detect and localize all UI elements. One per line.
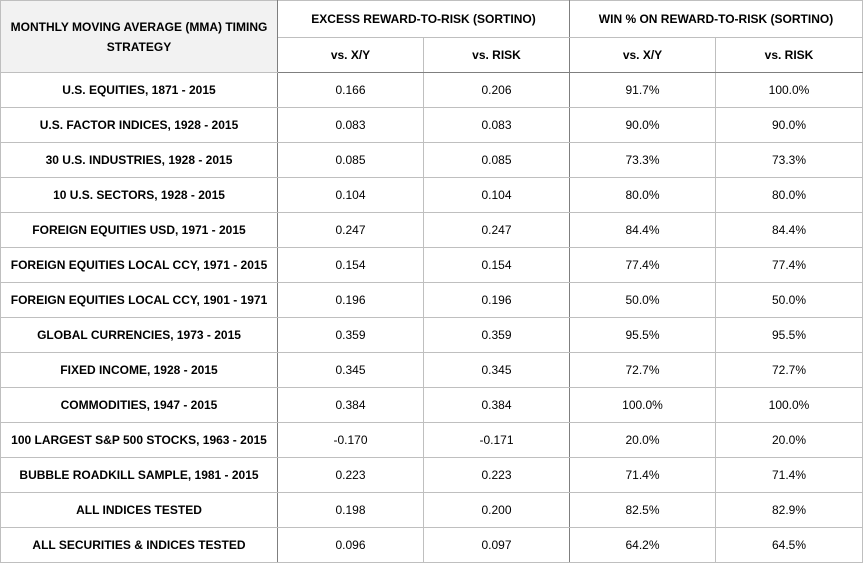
win-vs-risk-cell: 72.7%: [715, 352, 863, 388]
excess-vs-xy-cell: 0.384: [277, 387, 424, 423]
win-vs-xy-cell: 64.2%: [569, 527, 716, 563]
excess-vs-risk-cell: 0.097: [423, 527, 570, 563]
win-vs-xy-cell: 50.0%: [569, 282, 716, 318]
excess-reward-group-header: EXCESS REWARD-TO-RISK (SORTINO): [277, 0, 570, 38]
win-vs-risk-header: vs. RISK: [715, 37, 863, 73]
win-vs-risk-cell: 90.0%: [715, 107, 863, 143]
excess-vs-risk-cell: 0.345: [423, 352, 570, 388]
excess-vs-risk-cell: 0.206: [423, 72, 570, 108]
table-row: 100 LARGEST S&P 500 STOCKS, 1963 - 2015 …: [0, 422, 863, 458]
excess-vs-xy-cell: 0.345: [277, 352, 424, 388]
table-row: FOREIGN EQUITIES LOCAL CCY, 1901 - 1971 …: [0, 282, 863, 318]
table-row: U.S. FACTOR INDICES, 1928 - 2015 0.083 0…: [0, 107, 863, 143]
excess-vs-xy-cell: 0.096: [277, 527, 424, 563]
excess-vs-risk-cell: 0.200: [423, 492, 570, 528]
excess-vs-xy-cell: 0.085: [277, 142, 424, 178]
row-label: FOREIGN EQUITIES LOCAL CCY, 1971 - 2015: [0, 247, 278, 283]
win-vs-xy-cell: 72.7%: [569, 352, 716, 388]
excess-vs-xy-header: vs. X/Y: [277, 37, 424, 73]
excess-vs-risk-cell: -0.171: [423, 422, 570, 458]
excess-vs-xy-cell: 0.083: [277, 107, 424, 143]
excess-vs-risk-cell: 0.223: [423, 457, 570, 493]
excess-vs-risk-cell: 0.359: [423, 317, 570, 353]
excess-vs-xy-cell: 0.247: [277, 212, 424, 248]
excess-vs-xy-cell: 0.154: [277, 247, 424, 283]
excess-vs-risk-header: vs. RISK: [423, 37, 570, 73]
table-row: FIXED INCOME, 1928 - 2015 0.345 0.345 72…: [0, 352, 863, 388]
win-vs-xy-cell: 80.0%: [569, 177, 716, 213]
excess-vs-risk-cell: 0.196: [423, 282, 570, 318]
table-row: 30 U.S. INDUSTRIES, 1928 - 2015 0.085 0.…: [0, 142, 863, 178]
excess-vs-risk-cell: 0.154: [423, 247, 570, 283]
win-vs-xy-cell: 90.0%: [569, 107, 716, 143]
row-label: BUBBLE ROADKILL SAMPLE, 1981 - 2015: [0, 457, 278, 493]
excess-vs-risk-cell: 0.384: [423, 387, 570, 423]
table-row: ALL INDICES TESTED 0.198 0.200 82.5% 82.…: [0, 492, 863, 528]
win-vs-risk-cell: 100.0%: [715, 387, 863, 423]
win-vs-xy-header: vs. X/Y: [569, 37, 716, 73]
excess-vs-risk-cell: 0.083: [423, 107, 570, 143]
win-vs-xy-cell: 20.0%: [569, 422, 716, 458]
table-row: BUBBLE ROADKILL SAMPLE, 1981 - 2015 0.22…: [0, 457, 863, 493]
win-vs-risk-cell: 77.4%: [715, 247, 863, 283]
row-label: COMMODITIES, 1947 - 2015: [0, 387, 278, 423]
table-row: U.S. EQUITIES, 1871 - 2015 0.166 0.206 9…: [0, 72, 863, 108]
win-vs-xy-cell: 71.4%: [569, 457, 716, 493]
win-vs-risk-cell: 100.0%: [715, 72, 863, 108]
table-row: FOREIGN EQUITIES USD, 1971 - 2015 0.247 …: [0, 212, 863, 248]
row-label: U.S. FACTOR INDICES, 1928 - 2015: [0, 107, 278, 143]
row-label: GLOBAL CURRENCIES, 1973 - 2015: [0, 317, 278, 353]
win-vs-xy-cell: 77.4%: [569, 247, 716, 283]
table-row: 10 U.S. SECTORS, 1928 - 2015 0.104 0.104…: [0, 177, 863, 213]
excess-vs-xy-cell: -0.170: [277, 422, 424, 458]
row-label: ALL INDICES TESTED: [0, 492, 278, 528]
excess-vs-xy-cell: 0.223: [277, 457, 424, 493]
win-vs-risk-cell: 50.0%: [715, 282, 863, 318]
win-vs-xy-cell: 91.7%: [569, 72, 716, 108]
table-row: GLOBAL CURRENCIES, 1973 - 2015 0.359 0.3…: [0, 317, 863, 353]
excess-vs-xy-cell: 0.104: [277, 177, 424, 213]
row-label: U.S. EQUITIES, 1871 - 2015: [0, 72, 278, 108]
win-vs-risk-cell: 95.5%: [715, 317, 863, 353]
excess-vs-risk-cell: 0.085: [423, 142, 570, 178]
table-row: ALL SECURITIES & INDICES TESTED 0.096 0.…: [0, 527, 863, 563]
win-percent-group-header: WIN % ON REWARD-TO-RISK (SORTINO): [569, 0, 863, 38]
row-label: 100 LARGEST S&P 500 STOCKS, 1963 - 2015: [0, 422, 278, 458]
win-vs-xy-cell: 82.5%: [569, 492, 716, 528]
win-vs-risk-cell: 71.4%: [715, 457, 863, 493]
row-label: ALL SECURITIES & INDICES TESTED: [0, 527, 278, 563]
win-vs-risk-cell: 64.5%: [715, 527, 863, 563]
win-vs-risk-cell: 80.0%: [715, 177, 863, 213]
row-label: FIXED INCOME, 1928 - 2015: [0, 352, 278, 388]
row-label: FOREIGN EQUITIES USD, 1971 - 2015: [0, 212, 278, 248]
excess-vs-risk-cell: 0.247: [423, 212, 570, 248]
win-vs-xy-cell: 95.5%: [569, 317, 716, 353]
win-vs-risk-cell: 73.3%: [715, 142, 863, 178]
excess-vs-risk-cell: 0.104: [423, 177, 570, 213]
row-label: 10 U.S. SECTORS, 1928 - 2015: [0, 177, 278, 213]
win-vs-xy-cell: 84.4%: [569, 212, 716, 248]
table-row: FOREIGN EQUITIES LOCAL CCY, 1971 - 2015 …: [0, 247, 863, 283]
win-vs-risk-cell: 82.9%: [715, 492, 863, 528]
win-vs-risk-cell: 84.4%: [715, 212, 863, 248]
strategy-column-header: MONTHLY MOVING AVERAGE (MMA) TIMING STRA…: [0, 0, 278, 73]
win-vs-risk-cell: 20.0%: [715, 422, 863, 458]
row-label: FOREIGN EQUITIES LOCAL CCY, 1901 - 1971: [0, 282, 278, 318]
excess-vs-xy-cell: 0.196: [277, 282, 424, 318]
excess-vs-xy-cell: 0.359: [277, 317, 424, 353]
excess-vs-xy-cell: 0.198: [277, 492, 424, 528]
win-vs-xy-cell: 100.0%: [569, 387, 716, 423]
excess-vs-xy-cell: 0.166: [277, 72, 424, 108]
win-vs-xy-cell: 73.3%: [569, 142, 716, 178]
table-row: COMMODITIES, 1947 - 2015 0.384 0.384 100…: [0, 387, 863, 423]
row-label: 30 U.S. INDUSTRIES, 1928 - 2015: [0, 142, 278, 178]
